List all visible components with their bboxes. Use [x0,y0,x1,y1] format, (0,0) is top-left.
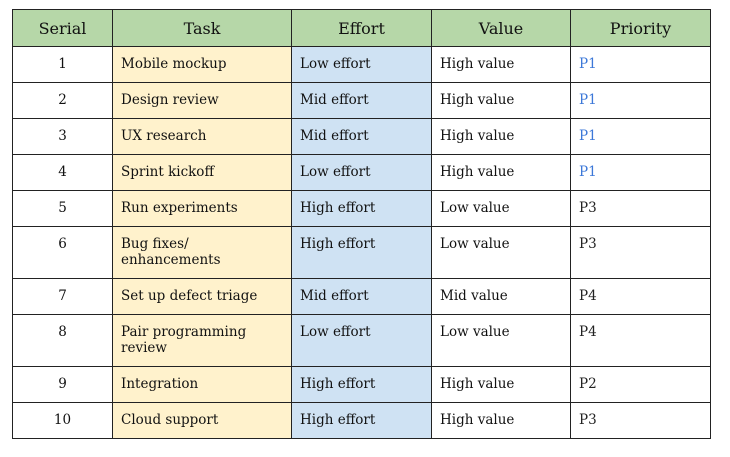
value-cell: Low value [431,226,571,279]
table-row: 8 Pair programming review Low effort Low va… [12,314,711,367]
serial-cell: 5 [12,190,113,227]
table-row: 1 Mobile mockup Low effort High value P1 [12,46,711,83]
value-cell: Mid value [431,278,571,315]
task-cell: Mobile mockup [112,46,292,83]
column-header: Task [112,9,292,47]
priority-table: Serial Task Effort Value Priority 1 Mobile mo… [12,9,711,439]
table-row: 7 Set up defect triage Mid effort Mid value… [12,278,711,315]
serial-cell: 10 [12,402,113,439]
priority-cell: P1 [570,82,711,119]
priority-cell: P1 [570,118,711,155]
value-cell: High value [431,402,571,439]
priority-cell: P4 [570,314,711,367]
task-cell: Design review [112,82,292,119]
serial-cell: 1 [12,46,113,83]
value-cell: High value [431,118,571,155]
effort-cell: Mid effort [291,82,432,119]
table-header: Serial Task Effort Value Priority [12,9,711,47]
serial-cell: 3 [12,118,113,155]
effort-cell: High effort [291,402,432,439]
column-header: Effort [291,9,432,47]
value-cell: High value [431,46,571,83]
effort-cell: High effort [291,366,432,403]
column-header: Priority [570,9,711,47]
task-cell: Run experiments [112,190,292,227]
table-row: 6 Bug fixes/ enhancements High effort Low v… [12,226,711,279]
task-cell: Set up defect triage [112,278,292,315]
table-body: 1 Mobile mockup Low effort High value P1 2 Des… [12,46,711,439]
table-row: 2 Design review Mid effort High value P1 [12,82,711,119]
priority-cell: P3 [570,226,711,279]
priority-cell: P2 [570,366,711,403]
task-cell: Pair programming review [112,314,292,367]
priority-cell: P1 [570,154,711,191]
table-row: 10 Cloud support High effort High value P3 [12,402,711,439]
effort-cell: Low effort [291,46,432,83]
priority-cell: P3 [570,402,711,439]
column-header: Value [431,9,571,47]
task-cell: Integration [112,366,292,403]
table-row: 4 Sprint kickoff Low effort High value P1 [12,154,711,191]
effort-cell: High effort [291,226,432,279]
header-row: Serial Task Effort Value Priority [12,9,711,47]
value-cell: High value [431,366,571,403]
value-cell: High value [431,82,571,119]
serial-cell: 9 [12,366,113,403]
effort-cell: Mid effort [291,118,432,155]
priority-cell: P3 [570,190,711,227]
column-header: Serial [12,9,113,47]
effort-cell: High effort [291,190,432,227]
value-cell: High value [431,154,571,191]
task-cell: Sprint kickoff [112,154,292,191]
table-row: 9 Integration High effort High value P2 [12,366,711,403]
table-row: 5 Run experiments High effort Low value P3 [12,190,711,227]
serial-cell: 2 [12,82,113,119]
serial-cell: 4 [12,154,113,191]
table-row: 3 UX research Mid effort High value P1 [12,118,711,155]
priority-cell: P4 [570,278,711,315]
task-cell: UX research [112,118,292,155]
task-cell: Cloud support [112,402,292,439]
value-cell: Low value [431,314,571,367]
priority-cell: P1 [570,46,711,83]
effort-cell: Low effort [291,314,432,367]
serial-cell: 7 [12,278,113,315]
task-cell: Bug fixes/ enhancements [112,226,292,279]
value-cell: Low value [431,190,571,227]
serial-cell: 6 [12,226,113,279]
serial-cell: 8 [12,314,113,367]
effort-cell: Mid effort [291,278,432,315]
effort-cell: Low effort [291,154,432,191]
